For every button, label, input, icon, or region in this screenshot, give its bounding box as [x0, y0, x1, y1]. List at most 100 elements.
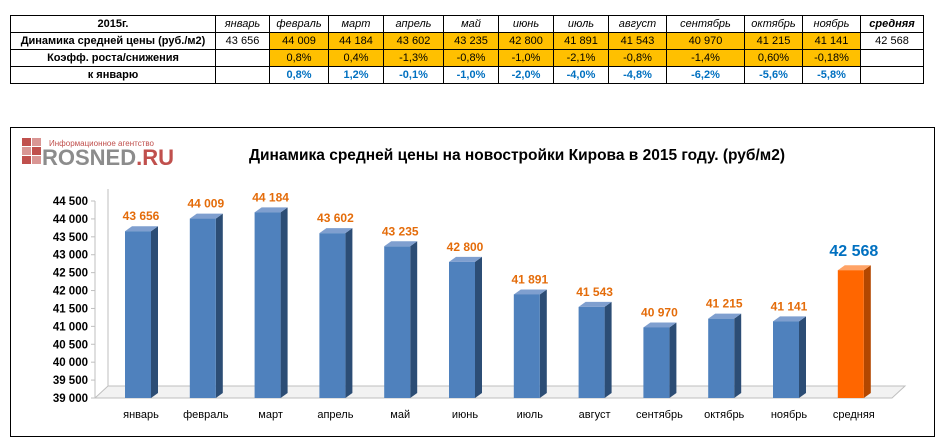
bar-side [539, 289, 547, 398]
bar-side [799, 316, 806, 398]
chart-floor [93, 385, 907, 399]
price-cell: 43 235 [443, 32, 499, 50]
bar [708, 318, 735, 398]
price-cell: 44 184 [328, 32, 384, 50]
chart-axes: 39 000 39 500 40 000 40 500 41 000 41 500 42 0… [53, 189, 907, 405]
y-tick-label: 40 500 [53, 339, 88, 351]
to-jan-cell: -0,1% [383, 66, 444, 84]
bar-top [449, 256, 482, 262]
bar-side [215, 213, 223, 398]
bar [773, 321, 799, 398]
to-jan-cell: -6,2% [666, 66, 745, 84]
x-tick-label: апрель [317, 409, 353, 421]
bar-value-label: 44 009 [187, 197, 224, 211]
y-tick-label: 42 500 [53, 268, 88, 280]
x-tick-label: октябрь [704, 409, 744, 421]
bar-top [773, 316, 806, 322]
bar-top [384, 241, 418, 247]
bar [643, 327, 670, 398]
x-tick-label: июнь [452, 409, 478, 421]
chart-frame [10, 127, 935, 437]
x-tick-label: февраль [183, 409, 229, 421]
y-tick-label: 39 500 [53, 375, 88, 387]
logo-tld: .RU [136, 145, 175, 170]
avg-price-cell: 42 568 [860, 32, 924, 50]
bar-top [578, 301, 612, 307]
bar-top [837, 265, 871, 271]
y-tick-label: 43 000 [53, 250, 88, 262]
price-cell: 43 602 [383, 32, 444, 50]
bar [513, 294, 540, 398]
month-header: апрель [383, 15, 444, 33]
table-row-growth: Коэфф. роста/снижения 0,8% 0,4% -1,3% -0… [10, 49, 924, 67]
month-header: сентябрь [666, 15, 745, 33]
bar [125, 231, 151, 398]
y-tick-label: 44 000 [53, 214, 88, 226]
to-jan-cell: 0,8% [269, 66, 329, 84]
bar-side [475, 256, 482, 398]
bar [449, 261, 475, 398]
empty-cell [860, 66, 924, 84]
table-header-row: 2015г. январь февраль март апрель май ию… [10, 15, 924, 33]
bar-side [280, 207, 288, 398]
bar [254, 212, 281, 398]
bar-top [319, 228, 353, 234]
bar-value-label: 41 891 [511, 272, 548, 286]
price-cell: 40 970 [666, 32, 745, 50]
bar [189, 218, 216, 398]
bar-value-label: 43 602 [317, 211, 354, 225]
bar-top [189, 213, 223, 219]
bar-value-label: 42 568 [829, 243, 878, 260]
bar-side [863, 265, 871, 398]
to-jan-cell: -4,8% [608, 66, 667, 84]
bar [578, 306, 605, 398]
logo-icon [22, 138, 41, 164]
y-tick-label: 40 000 [53, 357, 88, 369]
x-tick-label: август [579, 409, 611, 421]
y-tick-label: 41 500 [53, 303, 88, 315]
avg-header: средняя [860, 15, 924, 33]
bar-value-label: 41 215 [706, 297, 743, 311]
bar-side [410, 241, 418, 398]
bar-value-label: 40 970 [641, 305, 678, 319]
bar-value-label: 44 184 [252, 190, 289, 204]
logo-name: ROSNED [42, 145, 137, 170]
bar-value-label: 41 141 [771, 299, 808, 313]
bar [837, 270, 864, 398]
growth-cell: -2,1% [553, 49, 609, 67]
bar-top [513, 289, 547, 295]
to-jan-cell: -5,8% [802, 66, 861, 84]
growth-cell: -0,8% [443, 49, 499, 67]
y-tick-label: 44 500 [53, 196, 88, 208]
bar [319, 233, 346, 398]
bar-side [669, 322, 677, 398]
to-jan-cell: -2,0% [498, 66, 554, 84]
x-tick-label: май [390, 409, 410, 421]
growth-cell: -1,0% [498, 49, 554, 67]
bar-top [254, 207, 288, 213]
x-tick-label: средняя [833, 409, 875, 421]
bar [384, 246, 411, 398]
to-jan-cell: 1,2% [328, 66, 384, 84]
bar-side [151, 226, 158, 398]
to-jan-cell: -5,6% [744, 66, 803, 84]
table-row-to-january: к январю 0,8% 1,2% -0,1% -1,0% -2,0% -4,… [10, 66, 924, 84]
bar-side [604, 301, 612, 398]
x-tick-label: январь [123, 409, 159, 421]
bar-value-label: 41 543 [576, 285, 613, 299]
row-label: к январю [10, 66, 216, 84]
x-tick-label: сентябрь [636, 409, 683, 421]
y-tick-label: 39 000 [53, 393, 88, 405]
y-tick-label: 41 000 [53, 321, 88, 333]
bar-value-label: 43 656 [123, 209, 160, 223]
bar-top [643, 322, 677, 328]
price-table: 2015г. январь февраль март апрель май ию… [10, 15, 924, 84]
logo-wordmark: ROSNED.RU [42, 145, 174, 171]
chart-bars: 43 656 январь 44 009 февраль 44 184 март 43 60… [123, 190, 879, 421]
row-label: Динамика средней цены (руб./м2) [10, 32, 216, 50]
bar-value-label: 42 800 [447, 240, 484, 254]
bar-top [125, 226, 158, 232]
chart-title: Динамика средней цены на новостройки Кир… [249, 147, 785, 164]
y-tick-label: 42 000 [53, 286, 88, 298]
